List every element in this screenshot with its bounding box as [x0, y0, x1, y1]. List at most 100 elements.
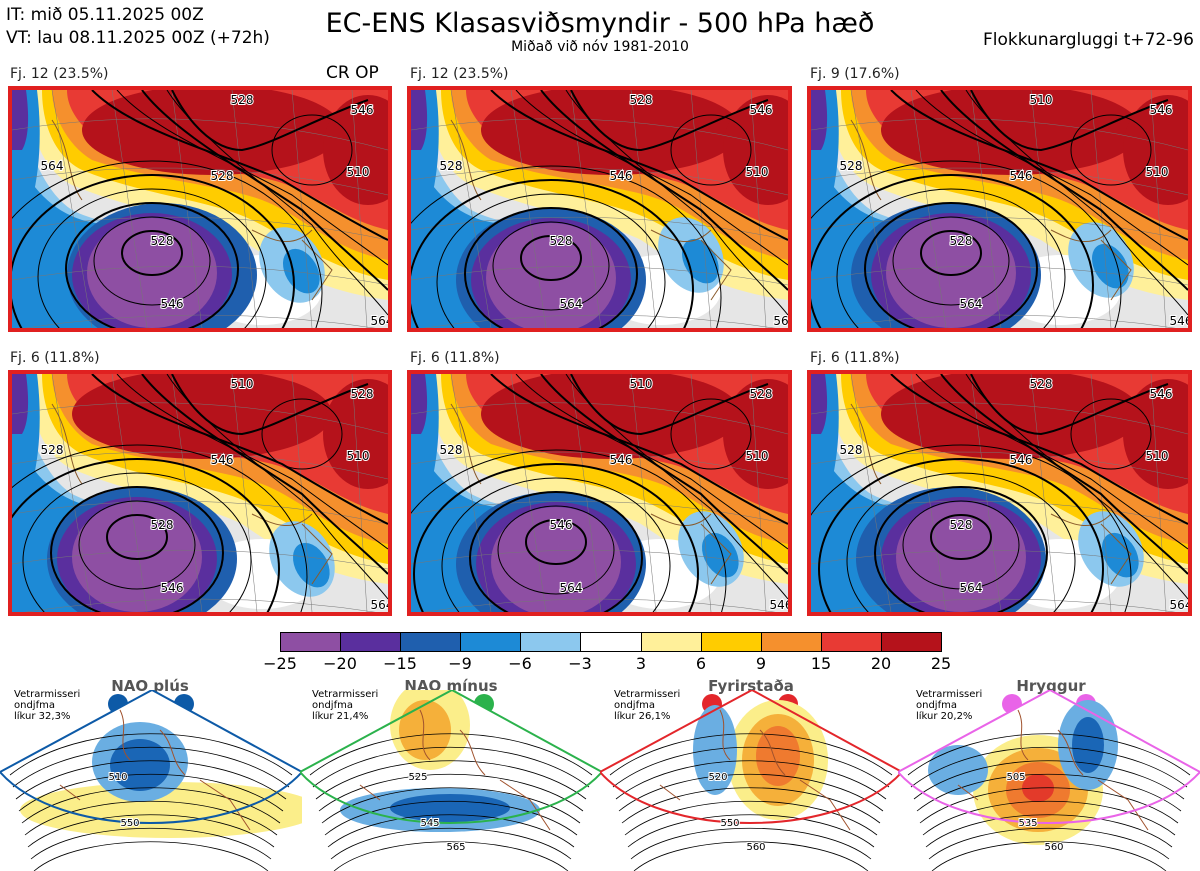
- graticule-line: [231, 90, 258, 328]
- height-contour: [874, 486, 1048, 612]
- graticule-line: [111, 374, 148, 612]
- graticule-line: [811, 549, 1188, 570]
- height-contour: [490, 374, 788, 525]
- cluster-map-1: 528 546 564 528 510 528 546 564: [12, 90, 388, 328]
- height-contour: [411, 179, 694, 328]
- height-contour: [9, 733, 293, 776]
- contour-label: 528: [630, 93, 653, 107]
- graticule-line: [750, 374, 767, 612]
- height-contour: [106, 514, 168, 560]
- graticule-line: [12, 402, 388, 435]
- anomaly-area-negative: [693, 705, 737, 795]
- colorbar-segment: [401, 632, 462, 652]
- colorbar-tick-label: 20: [870, 654, 892, 673]
- cluster-panel-5: 510 528 528 546 510 546 564 546: [407, 370, 792, 616]
- coastline: [51, 403, 333, 585]
- graticule-line: [12, 500, 388, 525]
- graticule-line: [450, 90, 492, 328]
- cluster-map-5: 510 528 528 546 510 546 564 546: [411, 374, 788, 612]
- height-contour: [630, 827, 872, 860]
- contour-label: 528: [351, 387, 374, 401]
- cluster-panel-4: 510 528 528 546 510 528 546 564: [8, 370, 392, 616]
- valid-time: VT: lau 08.11.2025 00Z (+72h): [6, 28, 270, 48]
- height-contour: [570, 374, 769, 436]
- colorbar-tick-label: −20: [323, 654, 357, 673]
- contour-label: 546: [351, 103, 374, 117]
- regime-2-note: Vetrarmisseri ondjfma líkur 21,4%: [312, 689, 378, 722]
- anomaly-area-neg20: [411, 90, 428, 150]
- height-contour: [915, 90, 1188, 266]
- cluster-map-4: 510 528 528 546 510 528 546 564: [12, 374, 388, 612]
- height-contour: [441, 477, 671, 612]
- contour-label: 528: [550, 234, 573, 248]
- graticule-line: [12, 451, 388, 480]
- graticule-line: [12, 167, 388, 196]
- panel-1-label: Fj. 12 (23.5%): [10, 66, 109, 82]
- height-contour: [864, 202, 1038, 328]
- anomaly-area-20: [881, 90, 1141, 175]
- colorbar-segment: [521, 632, 582, 652]
- graticule-line: [1030, 374, 1057, 612]
- regime-4-name: Hryggur: [1016, 677, 1086, 695]
- anomaly-area-positive: [20, 782, 302, 838]
- contour-label: 564: [560, 297, 583, 311]
- colorbar-segment: [641, 632, 702, 652]
- graticule-line: [411, 118, 788, 151]
- regime-note-line: líkur 32,3%: [14, 711, 71, 722]
- height-contour: [24, 800, 278, 836]
- contour-label: 510: [630, 377, 653, 391]
- graticule-line: [231, 374, 258, 612]
- graticule-line: [51, 374, 93, 612]
- contour-label: 546: [1150, 387, 1173, 401]
- height-contour: [492, 221, 610, 311]
- graticule-line: [811, 118, 1188, 151]
- graticule-line: [910, 90, 947, 328]
- height-contour: [627, 814, 875, 848]
- cluster-panel-1: 528 546 564 528 510 528 546 564: [8, 86, 392, 332]
- anomaly-area-neg25: [896, 502, 1026, 612]
- regime-note-line: ondjfma: [312, 700, 353, 711]
- anomaly-area-20: [1123, 379, 1188, 489]
- contour-label: 546: [1010, 169, 1033, 183]
- fan-border: [0, 690, 302, 824]
- contour-label: 528: [440, 159, 463, 173]
- height-contour: [318, 773, 584, 812]
- anomaly-area-neg6: [1101, 532, 1139, 578]
- height-contour: [93, 216, 211, 306]
- height-contour: [413, 463, 699, 612]
- height-contour: [121, 230, 183, 276]
- fan-border: [600, 690, 902, 824]
- height-contour: [970, 374, 1169, 436]
- contour-label: 546: [770, 598, 788, 612]
- anomaly-area-20: [1123, 95, 1188, 205]
- height-contour: [30, 827, 272, 860]
- height-contour: [12, 174, 295, 328]
- height-contour: [171, 90, 369, 152]
- height-contour: [515, 90, 788, 266]
- header-dates: IT: mið 05.11.2025 00Z VT: lau 08.11.202…: [6, 4, 270, 50]
- colorbar-segment: [280, 632, 342, 652]
- height-contour: [37, 188, 267, 328]
- panel-2-label: Fj. 12 (23.5%): [410, 66, 509, 82]
- height-contour: [902, 500, 1020, 590]
- anomaly-area-neg25: [72, 502, 202, 612]
- height-contour: [811, 444, 1132, 612]
- colorbar-segment: [821, 632, 882, 652]
- graticule-line: [570, 90, 602, 328]
- height-contour: [490, 90, 788, 241]
- height-contour: [922, 800, 1176, 836]
- contour-label: 510: [1030, 93, 1053, 107]
- contour-label: 546: [610, 169, 633, 183]
- anomaly-area-negative: [1072, 717, 1104, 773]
- anomaly-area-neg6: [292, 542, 330, 588]
- contour-label: 565: [446, 842, 465, 853]
- height-contour: [333, 841, 569, 871]
- height-contour: [928, 827, 1170, 860]
- contour-label: 528: [840, 159, 863, 173]
- anomaly-area-20: [881, 374, 1141, 459]
- height-contour: [116, 90, 388, 266]
- anomaly-area-neg6: [282, 248, 320, 294]
- height-contour: [940, 374, 1188, 575]
- colorbar-ticks: −25 −20 −15 −9 −6 −3 3 6 9 15 20 25: [0, 654, 1200, 674]
- panel-5-label: Fj. 6 (11.8%): [410, 350, 500, 366]
